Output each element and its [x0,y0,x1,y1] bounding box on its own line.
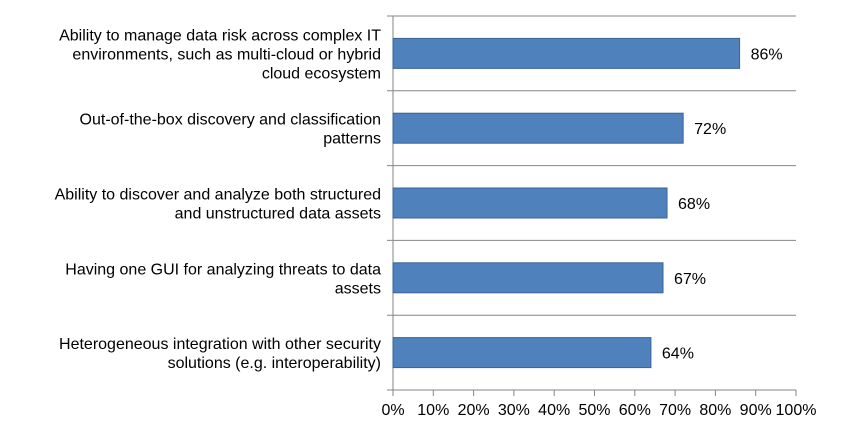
category-label: Ability to manage data risk across compl… [59,27,381,82]
data-label: 64% [662,346,694,363]
x-tick-label: 30% [498,402,530,419]
x-tick-label: 0% [381,402,404,419]
category-label: Out-of-the-box discovery and classificat… [80,112,381,148]
category-label-line: solutions (e.g. interoperability) [168,355,381,372]
bar [392,112,684,144]
bar [392,262,664,294]
category-label-line: Heterogeneous integration with other sec… [59,336,381,353]
data-label: 72% [694,121,726,138]
category-label-line: Ability to discover and analyze both str… [55,187,381,204]
x-tick-label: 20% [458,402,490,419]
x-tick-label: 10% [417,402,449,419]
data-label: 67% [674,271,706,288]
x-tick-label: 40% [538,402,570,419]
x-tick-label: 60% [619,402,651,419]
category-label: Having one GUI for analyzing threats to … [65,261,381,297]
category-label-line: and unstructured data assets [175,206,381,223]
category-label-line: Having one GUI for analyzing threats to … [65,261,381,278]
category-label: Heterogeneous integration with other sec… [59,336,381,372]
bar [392,37,741,69]
category-label: Ability to discover and analyze both str… [55,187,381,223]
category-label-line: patterns [323,131,381,148]
category-label-line: Ability to manage data risk across compl… [59,27,381,44]
category-label-line: cloud ecosystem [262,65,381,82]
category-label-line: environments, such as multi-cloud or hyb… [72,46,381,63]
x-tick-label: 70% [659,402,691,419]
x-tick-label: 50% [578,402,610,419]
category-label-line: Out-of-the-box discovery and classificat… [80,112,381,129]
x-tick-label: 100% [776,402,817,419]
x-tick-label: 80% [699,402,731,419]
category-label-line: assets [335,280,381,297]
data-label: 86% [751,46,783,63]
bar [392,187,668,219]
bar [392,337,652,369]
x-tick-label: 90% [740,402,772,419]
data-label: 68% [678,196,710,213]
